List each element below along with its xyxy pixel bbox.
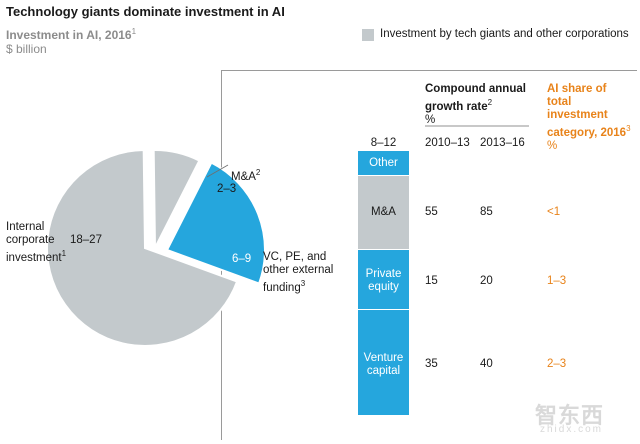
bar-segment-private-equity bbox=[358, 249, 409, 309]
cagr-header: Compound annual growth rate2 % bbox=[425, 83, 526, 126]
cell-vc-ai-share: 2–3 bbox=[547, 358, 567, 370]
chart-title: Technology giants dominate investment in… bbox=[6, 4, 285, 19]
vc-label: VC, PE, and other external funding3 bbox=[263, 251, 334, 294]
cell-pe-ai-share: 1–3 bbox=[547, 275, 567, 287]
col-header-2013-16: 2013–16 bbox=[480, 137, 525, 149]
cagr-header-rule bbox=[425, 125, 529, 127]
pie-slice-internal bbox=[46, 148, 239, 347]
cell-ma-ai-share: <1 bbox=[547, 206, 561, 218]
pie-slice-ma bbox=[152, 149, 201, 249]
bar-segment-other bbox=[358, 151, 409, 175]
cell-vc-2013-16: 40 bbox=[480, 358, 493, 370]
bar-label-private-equity: Private equity bbox=[365, 268, 402, 293]
bar-label-venture-capital: Venture capital bbox=[363, 352, 404, 377]
cell-pe-2010-13: 15 bbox=[425, 275, 438, 287]
bar-segment-venture-capital bbox=[358, 309, 409, 415]
internal-label: Internal corporate investment1 bbox=[6, 221, 67, 264]
cell-ma-2013-16: 85 bbox=[480, 206, 493, 218]
bar-segment-ma bbox=[358, 175, 409, 249]
unit-label: $ billion bbox=[6, 42, 47, 56]
ma-label: M&A2 bbox=[231, 168, 261, 183]
internal-value: 18–27 bbox=[70, 234, 102, 246]
col-header-2010-13: 2010–13 bbox=[425, 137, 470, 149]
legend-swatch bbox=[362, 29, 374, 41]
bar-label-other: Other bbox=[369, 157, 398, 169]
watermark-url: zhidx.com bbox=[540, 424, 604, 435]
watermark-logo: 智东西 bbox=[535, 403, 605, 428]
vc-value: 6–9 bbox=[232, 253, 252, 265]
ai-share-header: AI share of total investment category, 2… bbox=[547, 83, 631, 152]
chart-subtitle: Investment in AI, 20161 bbox=[6, 27, 137, 42]
ma-leader-line bbox=[206, 164, 229, 178]
pie-slice-vc bbox=[165, 161, 266, 285]
cell-ma-2010-13: 55 bbox=[425, 206, 438, 218]
bar-total-label: 8–12 bbox=[370, 137, 397, 149]
cell-vc-2010-13: 35 bbox=[425, 358, 438, 370]
cell-pe-2013-16: 20 bbox=[480, 275, 493, 287]
legend-label: Investment by tech giants and other corp… bbox=[380, 28, 629, 40]
ma-value: 2–3 bbox=[217, 183, 237, 195]
bar-label-ma: M&A bbox=[371, 206, 396, 218]
